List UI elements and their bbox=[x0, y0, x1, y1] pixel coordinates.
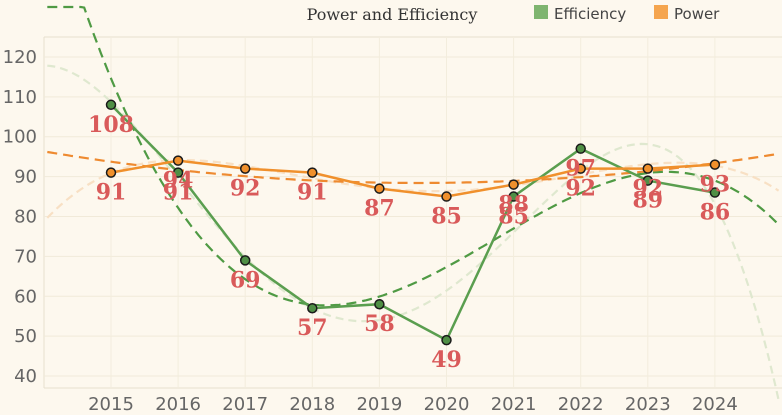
y-tick-label: 70 bbox=[14, 246, 37, 267]
data-point-power bbox=[508, 179, 519, 190]
x-tick-label: 2020 bbox=[424, 394, 470, 415]
data-label-power: 92 bbox=[632, 176, 663, 202]
legend: Efficiency Power bbox=[534, 5, 720, 23]
y-tick-label: 50 bbox=[14, 326, 37, 347]
data-point-power bbox=[105, 167, 117, 178]
y-tick-label: 60 bbox=[14, 286, 37, 307]
trend-line-power-light bbox=[46, 158, 780, 219]
y-tick-label: 110 bbox=[3, 87, 37, 108]
trend-line-power-dark bbox=[47, 150, 779, 185]
data-point-efficiency bbox=[709, 187, 721, 198]
data-point-efficiency bbox=[172, 167, 184, 178]
trend-line-efficiency-light bbox=[47, 64, 780, 401]
data-point-power bbox=[575, 163, 586, 174]
legend-swatch-efficiency bbox=[534, 5, 548, 19]
data-label-power: 91 bbox=[297, 180, 328, 206]
y-tick-label: 40 bbox=[14, 366, 37, 387]
x-tick-label: 2021 bbox=[491, 394, 537, 415]
data-label-power: 94 bbox=[163, 168, 194, 194]
data-point-efficiency bbox=[239, 255, 251, 266]
data-label-efficiency: 91 bbox=[163, 180, 194, 206]
y-tick-label: 120 bbox=[3, 47, 37, 68]
data-point-efficiency bbox=[508, 191, 519, 202]
chart-title: Power and Efficiency bbox=[307, 5, 478, 24]
data-point-power bbox=[307, 167, 318, 178]
grid bbox=[43, 36, 782, 389]
data-label-efficiency: 69 bbox=[230, 267, 261, 293]
data-point-power bbox=[642, 163, 654, 174]
data-label-efficiency: 57 bbox=[297, 315, 328, 341]
x-tick-label: 2017 bbox=[222, 394, 268, 415]
data-label-power: 87 bbox=[364, 196, 395, 222]
y-axis: 40 50 60 70 80 90 100 110 120 bbox=[3, 47, 37, 387]
data-label-efficiency: 97 bbox=[565, 156, 596, 182]
data-label-efficiency: 86 bbox=[700, 200, 731, 226]
data-point-power bbox=[709, 159, 721, 170]
legend-label-power: Power bbox=[674, 5, 720, 23]
data-label-power: 93 bbox=[700, 172, 731, 198]
data-point-efficiency bbox=[575, 143, 586, 154]
data-point-power bbox=[239, 163, 251, 174]
y-tick-label: 80 bbox=[14, 206, 37, 227]
data-label-power: 92 bbox=[565, 176, 596, 202]
data-label-efficiency: 58 bbox=[364, 311, 395, 337]
data-point-power bbox=[172, 155, 184, 166]
x-tick-label: 2018 bbox=[289, 394, 335, 415]
y-tick-label: 90 bbox=[14, 167, 37, 188]
data-point-efficiency bbox=[441, 334, 452, 346]
data-label-power: 92 bbox=[230, 176, 261, 202]
data-label-efficiency: 49 bbox=[431, 347, 462, 373]
legend-swatch-power bbox=[654, 5, 668, 19]
trend-line-efficiency-dark bbox=[47, 5, 780, 307]
y-tick-label: 100 bbox=[3, 127, 37, 148]
data-point-efficiency bbox=[307, 302, 318, 314]
data-point-power bbox=[374, 183, 385, 194]
data-label-efficiency: 85 bbox=[498, 204, 529, 230]
trend-lines bbox=[46, 5, 780, 401]
series-line-efficiency bbox=[110, 103, 716, 342]
x-tick-label: 2024 bbox=[692, 394, 738, 415]
series-line-power bbox=[110, 159, 715, 198]
x-tick-label: 2019 bbox=[356, 394, 402, 415]
x-axis: 2015 2016 2017 2018 2019 2020 2021 2022 2023 2024 bbox=[88, 394, 738, 415]
legend-label-efficiency: Efficiency bbox=[554, 5, 626, 23]
data-label-efficiency: 108 bbox=[88, 112, 134, 138]
data-point-power bbox=[441, 191, 452, 202]
series-group bbox=[105, 99, 721, 346]
data-point-efficiency bbox=[105, 99, 117, 111]
x-tick-label: 2023 bbox=[625, 394, 671, 415]
x-tick-label: 2016 bbox=[155, 394, 201, 415]
data-point-efficiency bbox=[642, 175, 654, 186]
x-tick-label: 2022 bbox=[558, 394, 604, 415]
data-label-efficiency: 89 bbox=[632, 188, 663, 214]
data-label-power: 88 bbox=[498, 192, 529, 218]
data-label-power: 91 bbox=[96, 180, 127, 206]
data-point-efficiency bbox=[374, 298, 385, 310]
data-label-power: 85 bbox=[431, 204, 462, 230]
x-tick-label: 2015 bbox=[88, 394, 134, 415]
